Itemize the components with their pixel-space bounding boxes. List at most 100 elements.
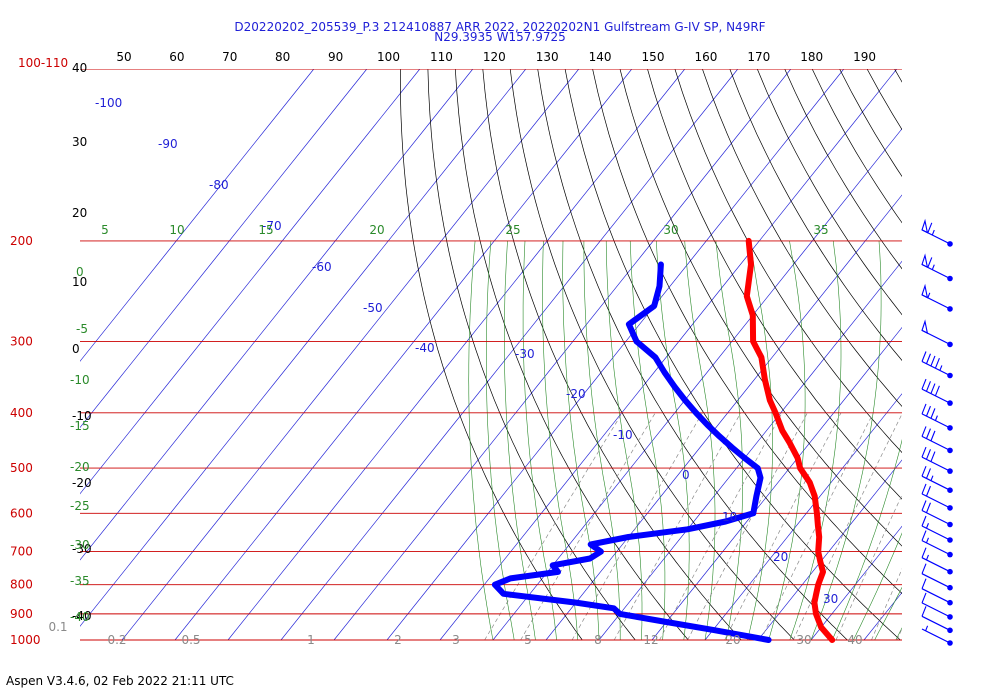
wind-barb-flag [921,319,929,335]
dry-adiabat-line [729,69,902,361]
pressure-label: 500 [10,461,33,475]
wind-barb-half [925,625,929,631]
isotherm-label: -20 [566,387,586,401]
dry-adiabat-line [674,69,902,454]
mixing-ratio-label: 8 [594,633,602,647]
wind-barb-full [925,405,931,417]
wind-barb-station [947,551,953,558]
isotherm-line [333,69,792,641]
isotherm-line [704,393,902,641]
wind-barb [921,319,953,348]
wind-barb-full [921,378,927,390]
wind-barb-staff [921,557,951,573]
pressure-label: 1000 [10,633,41,647]
wind-barb-half [927,292,931,299]
top-axis-tick-label: 70 [222,50,237,64]
wind-barb-full [921,500,927,511]
wind-barb-full [921,446,927,458]
wind-barb-station [947,425,953,431]
isotherm-line [80,69,527,627]
top-axis-tick-label: 150 [642,50,665,64]
wind-barb-full [925,353,931,364]
wind-barb-staff [921,525,951,541]
dry-adiabat-line [950,69,1000,640]
dry-adiabat-line [592,69,902,594]
top-axis-tick-label: 140 [589,50,612,64]
dry-adiabat-line [702,69,902,407]
isotherm-label: 10 [722,510,737,524]
theta-e-left-label: -20 [70,460,90,474]
wind-barb-full [925,502,931,513]
wind-barb [921,283,953,312]
moist-adiabat-line [542,240,579,641]
wind-barb-full [921,530,927,541]
top-axis-tick-label: 100 [377,50,400,64]
theta-e-top-label: 5 [101,223,109,237]
wind-barb-station [947,447,953,454]
top-axis-tick-label: 110 [430,50,453,64]
wind-barb [921,253,953,282]
wind-barb-half [931,229,935,236]
pressure-top-label: 100-110 [18,56,68,70]
mixing-ratio-line [659,412,783,641]
moist-adiabat-line [874,586,902,641]
wind-barb-station [947,241,953,247]
wind-barb [921,403,953,431]
wind-barb-full [934,385,940,397]
mixing-ratio-label: 12 [643,633,658,647]
dry-adiabat-line [756,69,902,316]
isotherm-line [545,194,902,641]
dry-adiabat-line [482,69,742,641]
top-axis-tick-label: 50 [116,50,131,64]
top-axis-tick-label: 60 [169,50,184,64]
isotherm-label: -50 [363,301,383,315]
moist-adiabat-line [629,240,666,641]
mixing-ratio-label: 2 [394,633,402,647]
wind-barb [921,426,953,454]
wind-barb-full [921,351,927,362]
wind-barb-station [947,372,953,379]
wind-barb-station [947,584,953,591]
wind-barb [921,500,953,528]
left-temp-label: 30 [72,135,87,149]
wind-barb [921,530,953,558]
wind-barb-full [925,468,931,479]
wind-barb-full [921,403,927,415]
isotherm-label: -80 [209,178,229,192]
wind-barb-flag [921,283,929,299]
moist-adiabat-line [853,532,902,641]
moist-adiabat-line [656,240,690,641]
left-temp-label: 20 [72,206,87,220]
isotherm-label: 20 [773,550,788,564]
isotherm-label: -100 [95,96,122,110]
mixing-ratio-label: 20 [725,633,740,647]
wind-barb-full [921,483,927,495]
wind-barb-station [947,468,953,474]
left-temp-label: -20 [72,476,92,490]
wind-barb [921,351,953,379]
isotherm-label: 30 [823,592,838,606]
isotherm-line [121,69,580,641]
wind-barb-staff [921,456,951,472]
wind-barb-staff [921,360,951,377]
dry-adiabat-line [977,69,1000,640]
theta-e-top-label: 30 [663,223,678,237]
theta-e-left-label: -10 [70,373,90,387]
footer-version: Aspen V3.4.6, 02 Feb 2022 21:11 UTC [6,674,234,688]
wind-barb-staff [921,435,951,451]
wind-barb-station [947,400,953,406]
moist-adiabat-line [895,627,902,641]
mixing-ratio-label: 30 [796,633,811,647]
isotherm-line [80,69,368,429]
moist-adiabat-line [831,438,902,641]
chart-title-line2: N29.3935 W157.9725 [434,30,566,44]
pressure-label: 600 [10,506,33,520]
isotherm-line [80,69,474,561]
wind-barb-station [947,505,953,511]
plot-area [80,69,1000,643]
wind-barb-station [947,614,953,620]
wind-barb-station [947,599,953,606]
top-axis-tick-label: 120 [483,50,506,64]
wind-barb [921,465,953,493]
